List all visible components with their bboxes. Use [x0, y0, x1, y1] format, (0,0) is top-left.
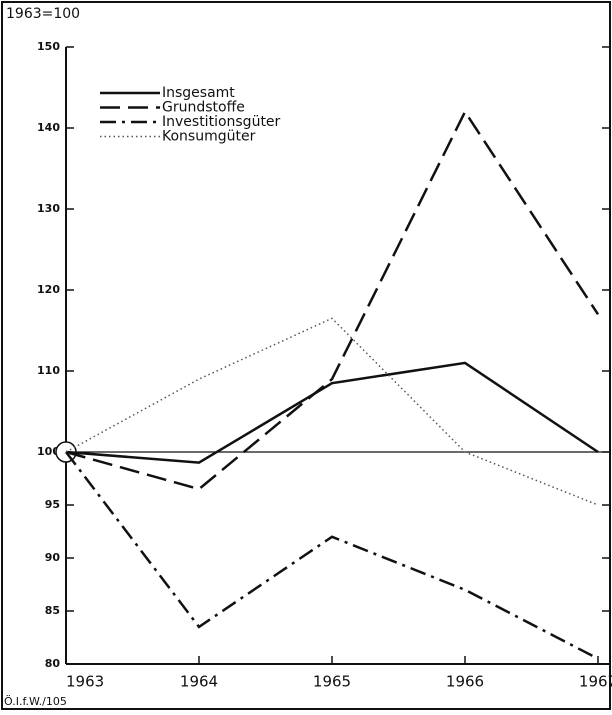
y-tick-label: 150	[37, 40, 60, 53]
x-tick-label: 1967	[579, 673, 612, 691]
y-tick-label: 90	[45, 551, 61, 564]
corner-label: 1963=100	[6, 6, 80, 22]
y-tick-label: 80	[45, 657, 61, 670]
y-tick-label: 85	[45, 604, 60, 617]
y-tick-label: 100	[37, 445, 60, 458]
legend-label: Insgesamt	[162, 85, 235, 101]
series-line	[65, 317, 599, 506]
series-line	[65, 109, 600, 491]
x-tick-label: 1966	[446, 673, 484, 691]
series-line	[65, 451, 599, 660]
series-line	[65, 361, 599, 464]
y-tick-label: 120	[37, 283, 60, 296]
x-tick-label: 1963	[66, 673, 104, 691]
legend-label: Konsumgüter	[162, 129, 256, 145]
x-tick-label: 1964	[180, 673, 218, 691]
source: Ö.I.f.W./105	[4, 695, 67, 708]
y-tick-label: 130	[37, 202, 60, 215]
legend-label: Investitionsgüter	[162, 114, 281, 130]
y-tick-label: 110	[37, 364, 60, 377]
y-tick-label: 140	[37, 121, 60, 134]
x-tick-label: 1965	[313, 673, 351, 691]
legend-label: Grundstoffe	[162, 100, 245, 116]
y-tick-label: 95	[45, 498, 60, 511]
